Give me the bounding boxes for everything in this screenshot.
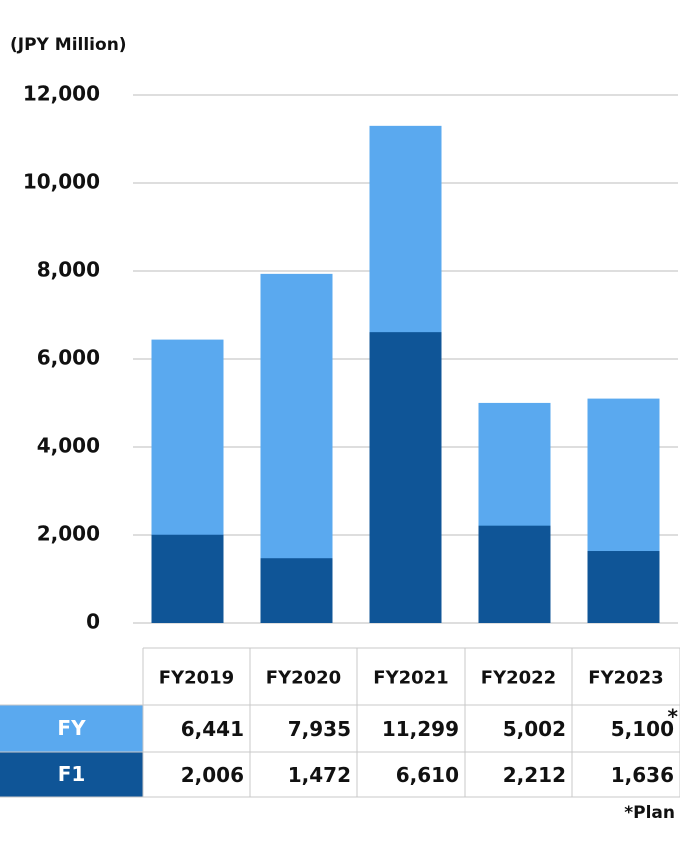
note: *Plan <box>624 803 675 823</box>
value-label: 6,441 <box>181 717 244 741</box>
note-mark: * <box>668 705 679 729</box>
row-header-cell <box>0 752 143 797</box>
bar <box>478 525 551 623</box>
y-tick-label: 4,000 <box>37 434 100 458</box>
bar <box>260 558 333 623</box>
y-tick-label: 2,000 <box>37 522 100 546</box>
bar <box>587 551 660 623</box>
y-tick-label: 0 <box>86 610 100 634</box>
y-tick-label: 6,000 <box>37 346 100 370</box>
x-tick-label: FY2020 <box>266 668 341 689</box>
y-tick-label: 12,000 <box>23 82 100 106</box>
value-label: 6,610 <box>396 763 459 787</box>
y-tick-label: 8,000 <box>37 258 100 282</box>
value-label: 2,212 <box>503 763 566 787</box>
y-tick-label: 10,000 <box>23 170 100 194</box>
value-label: 1,636 <box>611 763 674 787</box>
value-label: 1,472 <box>288 763 351 787</box>
chart-title: (JPY Million) <box>10 35 127 55</box>
value-label: 7,935 <box>288 717 351 741</box>
bar <box>151 534 224 623</box>
value-label: 11,299 <box>382 717 459 741</box>
bar <box>369 332 442 623</box>
value-label: 2,006 <box>181 763 244 787</box>
value-label: 5,002 <box>503 717 566 741</box>
x-tick-label: FY2019 <box>159 668 234 689</box>
legend-label: F1 <box>58 762 86 786</box>
legend-label: FY <box>57 716 86 740</box>
x-tick-label: FY2023 <box>588 668 663 689</box>
value-label: 5,100 <box>611 717 674 741</box>
x-tick-label: FY2021 <box>373 668 448 689</box>
row-header-cell <box>0 705 143 752</box>
x-tick-label: FY2022 <box>481 668 556 689</box>
